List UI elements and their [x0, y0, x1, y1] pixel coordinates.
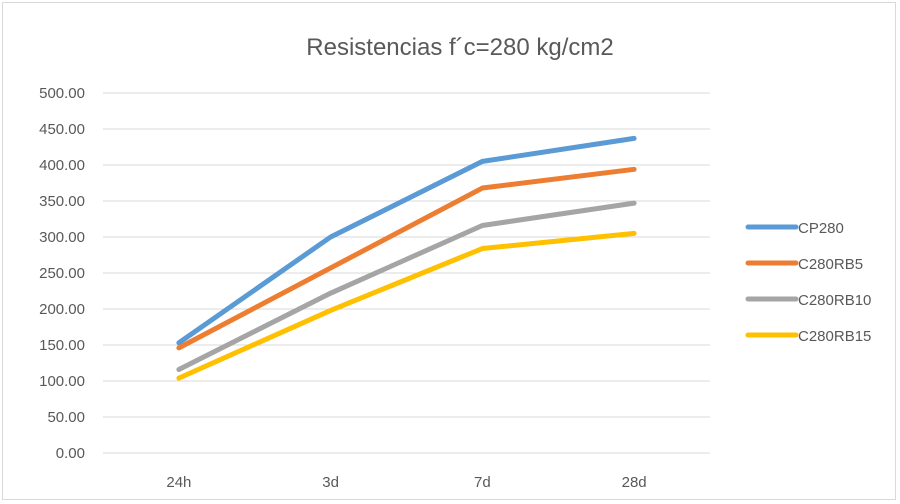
y-tick-label: 350.00	[39, 193, 85, 210]
y-tick-label: 450.00	[39, 121, 85, 138]
x-tick-label: 3d	[322, 474, 339, 491]
series-lines	[176, 135, 637, 381]
legend: CP280 C280RB5 C280RB10 C280RB15	[745, 220, 871, 345]
chart-title: Resistencias f´c=280 kg/cm2	[306, 34, 613, 61]
y-tick-label: 300.00	[39, 229, 85, 246]
y-tick-label: 500.00	[39, 85, 85, 102]
y-tick-label: 100.00	[39, 373, 85, 390]
legend-label: C280RB10	[798, 292, 871, 309]
legend-item: C280RB15	[745, 328, 871, 345]
gridlines	[103, 92, 710, 454]
series-line-c280rb15	[176, 230, 637, 381]
series-line-c280rb10	[176, 200, 637, 372]
y-tick-label: 200.00	[39, 301, 85, 318]
y-axis-tick-labels: 0.00 50.00 100.00 150.00 200.00 250.00 300.00 3…	[39, 85, 85, 462]
legend-item: CP280	[745, 220, 844, 237]
series-line-c280rb5	[176, 166, 637, 351]
y-tick-label: 250.00	[39, 265, 85, 282]
x-tick-label: 24h	[166, 474, 191, 491]
legend-item: C280RB5	[745, 256, 863, 273]
y-tick-label: 150.00	[39, 337, 85, 354]
x-tick-label: 28d	[622, 474, 647, 491]
y-tick-label: 400.00	[39, 157, 85, 174]
legend-item: C280RB10	[745, 292, 871, 309]
series-line-cp280	[176, 135, 637, 346]
x-axis-tick-labels: 24h 3d 7d 28d	[166, 474, 646, 491]
legend-label: C280RB5	[798, 256, 863, 273]
y-tick-label: 0.00	[56, 445, 85, 462]
legend-label: CP280	[798, 220, 844, 237]
y-tick-label: 50.00	[47, 409, 85, 426]
legend-label: C280RB15	[798, 328, 871, 345]
x-tick-label: 7d	[474, 474, 491, 491]
